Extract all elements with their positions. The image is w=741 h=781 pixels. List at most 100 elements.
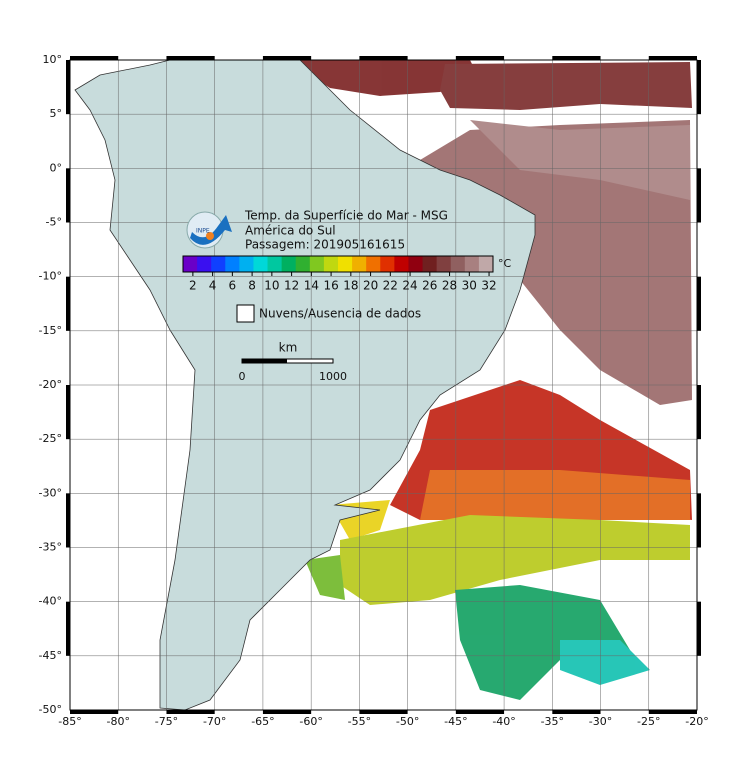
y-tick-label: -20° [39, 378, 62, 391]
colorbar-cell [197, 256, 212, 272]
colorbar-tick-label: 6 [229, 279, 237, 293]
x-tick-label: -35° [541, 715, 564, 728]
colorbar-cell [253, 256, 269, 272]
colorbar-cell [211, 256, 226, 272]
frame-segment [552, 710, 601, 714]
frame-segment [697, 493, 701, 548]
frame-segment [66, 60, 70, 115]
colorbar-cell [408, 256, 424, 272]
colorbar-cell [309, 256, 325, 272]
frame-segment [697, 276, 701, 331]
x-tick-label: -80° [106, 715, 129, 728]
x-tick-label: -75° [155, 715, 178, 728]
colorbar-cell [450, 256, 466, 272]
colorbar-tick-label: 32 [481, 279, 496, 293]
colorbar-tick-label: 12 [284, 279, 299, 293]
colorbar-cell [295, 256, 311, 272]
frame-segment [166, 710, 215, 714]
scale-label: 0 [239, 370, 246, 383]
y-tick-label: 0° [50, 161, 63, 174]
frame-segment [66, 385, 70, 440]
y-tick-label: 5° [50, 107, 63, 120]
colorbar-tick-label: 24 [402, 279, 417, 293]
frame-segment [648, 56, 697, 60]
frame-segment [70, 710, 119, 714]
scale-bar-fill [242, 359, 287, 363]
legend-swatch [236, 304, 255, 323]
colorbar-cell [464, 256, 480, 272]
logo-arrow [190, 215, 232, 245]
colorbar-cell [366, 256, 381, 272]
colorbar-tick-label: 8 [248, 279, 256, 293]
frame-segment [66, 276, 70, 331]
colorbar-tick-label: 20 [363, 279, 378, 293]
colorbar-cell [422, 256, 438, 272]
colorbar-cell [239, 256, 254, 272]
colorbar-cell [394, 256, 409, 272]
frame-segment [697, 60, 701, 115]
colorbar-cell [352, 256, 367, 272]
colorbar-tick-label: 2 [189, 279, 197, 293]
scale-bar: km 0 1000 [239, 341, 348, 384]
frame-segment [66, 601, 70, 656]
frame-segment [697, 168, 701, 223]
colorbar-tick-label: 28 [442, 279, 457, 293]
x-tick-label: -60° [299, 715, 322, 728]
frame-segment [359, 56, 408, 60]
colorbar-cell [323, 256, 339, 272]
y-tick-label: -5° [46, 216, 62, 229]
colorbar-tick-label: 4 [209, 279, 217, 293]
y-tick-label: 10° [43, 53, 63, 66]
logo-text: INPE [196, 228, 210, 235]
y-tick-label: -50° [39, 703, 62, 716]
frame-segment [455, 710, 505, 714]
frame-segment [552, 56, 601, 60]
frame-segment [697, 385, 701, 440]
colorbar-cell [281, 256, 297, 272]
colorbar-cell [225, 256, 240, 272]
y-tick-label: -10° [39, 270, 62, 283]
colorbar-tick-label: 10 [264, 279, 279, 293]
logo-sun [206, 232, 214, 240]
frame-segment [66, 493, 70, 548]
x-tick-label: -50° [396, 715, 419, 728]
colorbar-tick-label: 18 [343, 279, 358, 293]
colorbar-tick-label: 14 [304, 279, 319, 293]
scale-unit: km [279, 341, 298, 355]
y-tick-label: -15° [39, 324, 62, 337]
colorbar-cell [183, 256, 198, 272]
y-tick-label: -35° [39, 541, 62, 554]
x-tick-label: -65° [251, 715, 274, 728]
colorbar-unit: °C [498, 257, 512, 270]
frame-segment [697, 601, 701, 656]
colorbar-cell [338, 256, 353, 272]
title-line: Temp. da Superfície do Mar - MSG [244, 209, 448, 223]
title-line: Passagem: 201905161615 [245, 238, 405, 252]
x-tick-label: -70° [203, 715, 226, 728]
frame-segment [262, 56, 312, 60]
legend-label: Nuvens/Ausencia de dados [259, 307, 421, 321]
frame-segment [262, 710, 312, 714]
title-line: América do Sul [245, 224, 336, 238]
x-tick-label: -20° [685, 715, 708, 728]
colorbar-tick-label: 22 [383, 279, 398, 293]
x-tick-label: -40° [492, 715, 515, 728]
x-tick-label: -85° [58, 715, 81, 728]
logo: INPE [186, 211, 232, 249]
frame-segment [70, 56, 119, 60]
x-tick-label: -25° [637, 715, 660, 728]
y-tick-label: -25° [39, 432, 62, 445]
frame-segment [166, 56, 215, 60]
colorbar-cell [436, 256, 452, 272]
graticule [69, 59, 698, 711]
colorbar: 2 4 6 8 10 12 14 16 18 20 22 24 26 28 30 32°C [182, 255, 512, 293]
x-tick-label: -45° [444, 715, 467, 728]
y-tick-label: -30° [39, 486, 62, 499]
colorbar-cell [478, 256, 494, 272]
colorbar-tick-label: 16 [323, 279, 338, 293]
frame-segment [648, 710, 697, 714]
x-tick-label: -30° [589, 715, 612, 728]
colorbar-frame [182, 255, 494, 273]
frame-segment [455, 56, 505, 60]
